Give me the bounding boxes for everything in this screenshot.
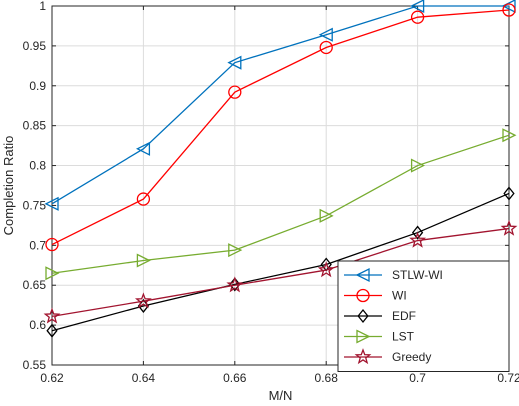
y-tick-label: 0.95 [23, 39, 47, 53]
x-tick-label: 0.66 [223, 371, 247, 385]
series-line-stlw-wi [51, 5, 509, 205]
legend-item-greedy: Greedy [344, 348, 431, 365]
legend-marker-wi [356, 288, 370, 303]
x-tick-label: 0.64 [132, 371, 156, 385]
data-point-greedy [500, 219, 518, 236]
plot-area-frame [51, 5, 510, 366]
x-tick-label: 0.72 [497, 371, 519, 385]
legend: STLW-WI WI EDF LST Greedy [337, 260, 510, 372]
y-tick-label: 1 [39, 0, 46, 13]
data-point-wi [136, 192, 151, 206]
data-point-wi [502, 3, 516, 17]
legend-marker-stlw-wi [355, 267, 370, 283]
legend-label-greedy: Greedy [392, 350, 431, 364]
data-point-stlw-wi [227, 55, 242, 70]
legend-label-wi: WI [392, 289, 407, 303]
series-group [43, 0, 518, 338]
data-point-wi [228, 85, 242, 99]
legend-marker-greedy [354, 348, 372, 365]
data-point-stlw-wi [135, 141, 151, 156]
data-point-wi [45, 237, 59, 252]
data-point-edf [411, 225, 424, 240]
data-point-lst [319, 208, 334, 223]
data-point-stlw-wi [318, 27, 333, 42]
data-point-lst [410, 158, 426, 173]
series-greedy [43, 219, 518, 324]
data-point-greedy [226, 276, 244, 293]
x-tick-label: 0.68 [315, 371, 339, 385]
series-line-greedy [51, 227, 510, 317]
data-point-lst [502, 128, 517, 143]
y-tick-label: 0.65 [23, 278, 47, 292]
y-tick-label: 0.75 [23, 198, 47, 212]
series-wi [45, 3, 516, 252]
legend-label-lst: LST [392, 330, 415, 344]
y-tick-label: 0.7 [29, 238, 46, 252]
legend-marker-lst [356, 329, 371, 344]
y-axis-label: Completion Ratio [1, 136, 16, 236]
data-point-greedy [43, 307, 61, 324]
y-tick-label: 0.9 [29, 79, 46, 93]
data-point-wi [319, 40, 333, 55]
data-point-stlw-wi [410, 0, 425, 14]
y-tick-label: 0.6 [29, 318, 46, 332]
data-point-greedy [317, 261, 335, 278]
x-tick-label: 0.62 [40, 371, 64, 385]
legend-item-lst: LST [344, 329, 415, 344]
series-lst [45, 128, 517, 281]
legend-item-wi: WI [344, 289, 407, 303]
data-point-wi [410, 10, 425, 24]
data-point-greedy [134, 292, 152, 309]
legend-marker-edf [357, 308, 369, 324]
series-stlw-wi [44, 0, 516, 211]
legend-item-edf: EDF [344, 308, 416, 324]
series-line-edf [51, 192, 510, 332]
data-point-edf [503, 186, 515, 201]
series-line-wi [51, 9, 510, 246]
legend-label-edf: EDF [392, 309, 416, 323]
y-tick-label: 0.8 [29, 159, 46, 173]
legend-label-stlw-wi: STLW-WI [392, 268, 443, 282]
data-point-stlw-wi [44, 196, 59, 211]
y-tick-label: 0.55 [23, 358, 47, 372]
axis-ticks: 0.62 0.64 0.66 0.68 0.7 0.72 0.55 0.6 0.65 0.7 0.7… [23, 0, 519, 385]
legend-item-stlw-wi: STLW-WI [344, 267, 443, 283]
x-tick-label: 0.7 [409, 371, 426, 385]
data-point-lst [228, 243, 243, 258]
series-line-lst [51, 134, 510, 274]
data-point-stlw-wi [501, 0, 516, 14]
x-axis-label: M/N [269, 388, 293, 403]
data-point-edf [46, 323, 58, 338]
data-point-greedy [409, 231, 427, 248]
data-point-lst [45, 266, 60, 281]
data-point-lst [136, 253, 151, 268]
y-tick-label: 0.85 [23, 119, 47, 133]
